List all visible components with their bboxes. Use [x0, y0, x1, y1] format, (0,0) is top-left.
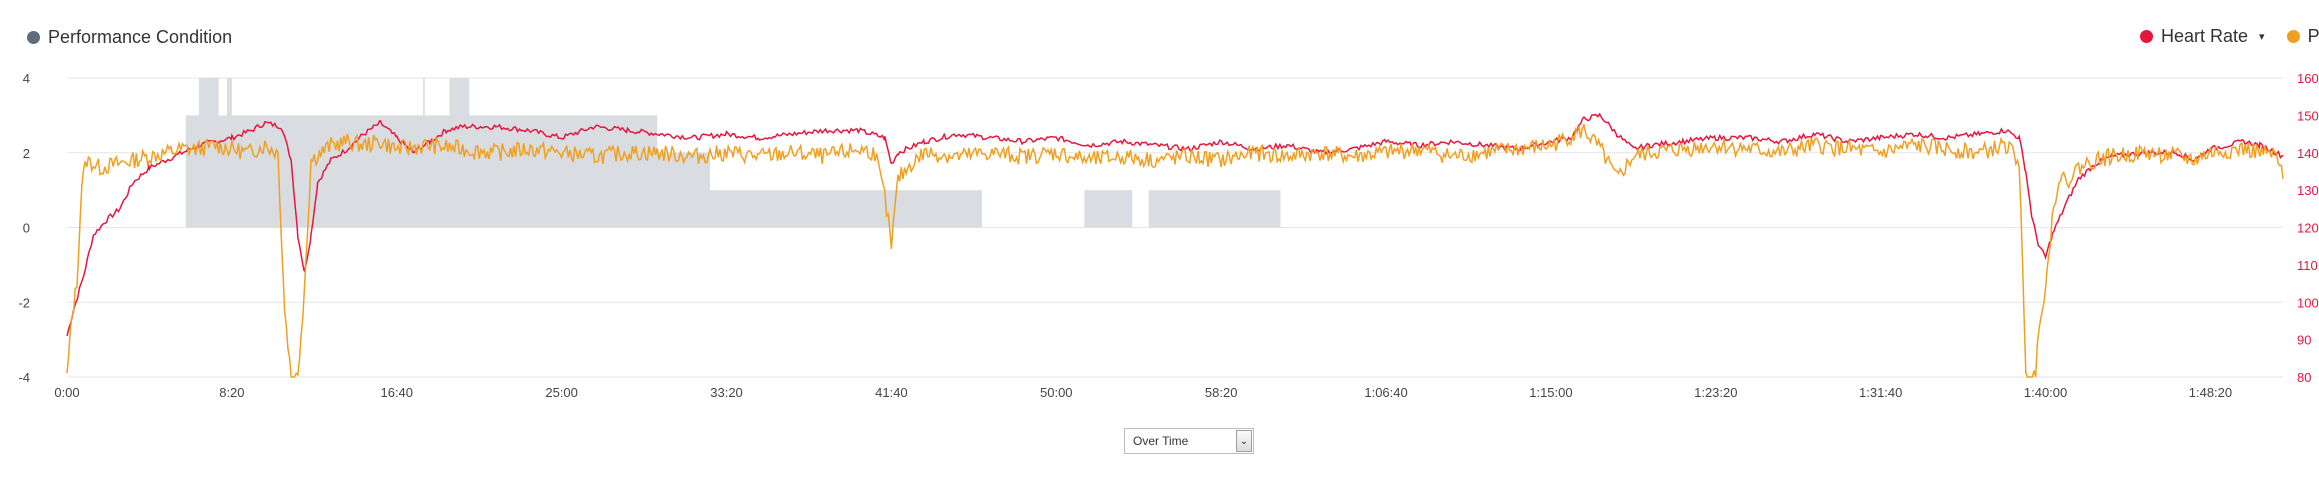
performance-condition-area — [67, 78, 2283, 228]
right-axis-tick: 100 — [2297, 295, 2319, 310]
chevron-down-icon[interactable]: ▾ — [2259, 31, 2265, 43]
x-axis-tick: 1:40:00 — [2024, 385, 2067, 400]
legend-power-label: Pow — [2307, 26, 2319, 46]
x-axis-tick: 8:20 — [219, 385, 244, 400]
chevron-down-icon[interactable]: ⌄ — [1236, 430, 1252, 452]
legend-power[interactable]: Pow — [2286, 26, 2319, 47]
right-axis-tick: 160 — [2297, 71, 2319, 86]
right-axis-tick: 80 — [2297, 370, 2311, 385]
x-axis-tick: 1:15:00 — [1529, 385, 1572, 400]
x-axis-tick: 25:00 — [545, 385, 578, 400]
x-axis: 0:00 8:20 16:40 25:00 33:20 41:40 50:00 58:20 1:… — [54, 385, 2232, 400]
heart-rate-line — [66, 112, 2284, 337]
right-axis: 160 150 140 130 120 110 100 90 80 — [2297, 71, 2319, 385]
performance-condition-dot — [27, 31, 40, 44]
right-axis-tick: 90 — [2297, 333, 2311, 348]
view-mode-value: Over Time — [1133, 434, 1189, 448]
right-axis-tick: 130 — [2297, 183, 2319, 198]
left-axis-tick: 0 — [23, 221, 30, 236]
power-dot — [2286, 30, 2300, 43]
heart-rate-series — [66, 112, 2284, 337]
right-axis-tick: 110 — [2297, 258, 2318, 273]
performance-condition-path — [67, 78, 2283, 228]
x-axis-tick: 41:40 — [875, 385, 908, 400]
x-axis-tick: 33:20 — [710, 385, 743, 400]
x-axis-tick: 1:23:20 — [1694, 385, 1737, 400]
heart-rate-dot — [2140, 30, 2153, 43]
x-axis-tick: 1:06:40 — [1364, 385, 1407, 400]
right-axis-tick: 150 — [2297, 108, 2319, 123]
right-axis-tick: 140 — [2297, 146, 2319, 161]
left-axis-tick: -2 — [18, 295, 30, 310]
x-axis-tick: 1:48:20 — [2189, 385, 2232, 400]
x-axis-tick: 1:31:40 — [1859, 385, 1902, 400]
view-mode-select[interactable]: Over Time ⌄ — [1124, 428, 1254, 454]
legend-heart-rate-label: Heart Rate — [2161, 26, 2249, 46]
legend-right: Heart Rate ▾ Pow — [2140, 26, 2319, 47]
right-axis-tick: 120 — [2297, 221, 2319, 236]
left-axis-tick: 4 — [23, 71, 30, 86]
power-line — [66, 122, 2284, 378]
left-axis: 4 2 0 -2 -4 — [18, 71, 30, 385]
x-axis-tick: 50:00 — [1040, 385, 1073, 400]
left-axis-tick: -4 — [18, 370, 30, 385]
x-axis-tick: 16:40 — [380, 385, 413, 400]
legend-heart-rate[interactable]: Heart Rate ▾ — [2140, 26, 2265, 47]
legend-performance-label: Performance Condition — [48, 27, 233, 47]
left-axis-tick: 2 — [23, 146, 30, 161]
x-axis-tick: 0:00 — [54, 385, 79, 400]
power-series — [66, 122, 2284, 378]
x-axis-tick: 58:20 — [1205, 385, 1238, 400]
legend-performance-condition[interactable]: Performance Condition — [27, 27, 232, 48]
